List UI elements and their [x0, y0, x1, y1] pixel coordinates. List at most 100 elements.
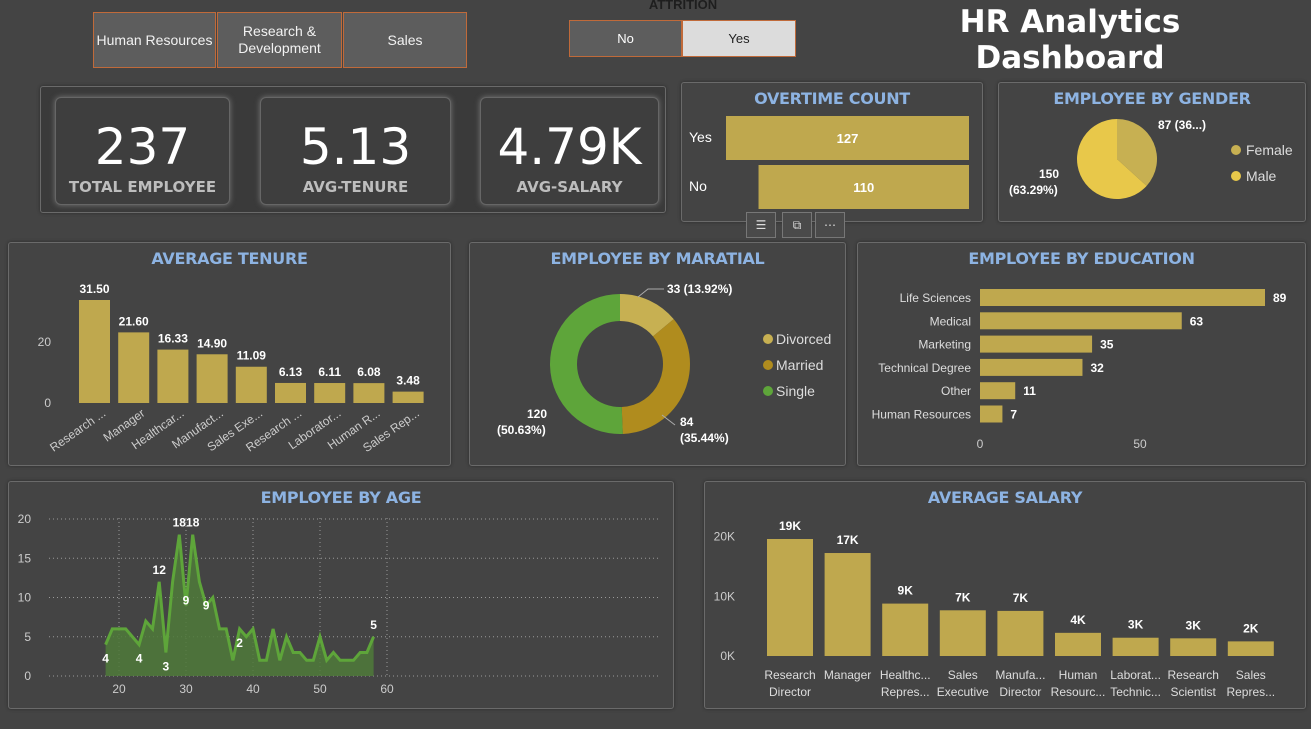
overtime-data-label: 127: [837, 131, 859, 146]
salary-data-label: 17K: [837, 533, 859, 547]
marital-slice-married[interactable]: [621, 319, 690, 434]
salary-bar[interactable]: [824, 553, 871, 656]
salary-category-label: Manufa...: [995, 668, 1045, 682]
tenure-bar[interactable]: [157, 349, 189, 403]
education-category-label: Medical: [930, 314, 971, 328]
filter-sales[interactable]: Sales: [343, 12, 467, 68]
tenure-bar[interactable]: [392, 391, 424, 403]
age-data-label: 4: [102, 652, 109, 666]
overtime-category-label: No: [689, 178, 707, 194]
education-category-label: Technical Degree: [878, 361, 971, 375]
tenure-title: AVERAGE TENURE: [151, 249, 308, 268]
tenure-bar[interactable]: [118, 332, 150, 403]
education-bar[interactable]: [980, 289, 1265, 306]
filter-icon[interactable]: ☰: [746, 212, 776, 238]
attrition-no-button[interactable]: No: [569, 20, 682, 57]
marital-legend-label[interactable]: Single: [776, 383, 815, 399]
salary-category-label: Technic...: [1110, 685, 1161, 699]
kpi-avg-tenure: 5.13 AVG-TENURE: [260, 97, 451, 205]
overtime-bar[interactable]: [726, 116, 969, 160]
filter-research-development[interactable]: Research & Development: [217, 12, 342, 68]
kpi-avg-salary-value: 4.79K: [497, 118, 642, 176]
age-data-label: 5: [370, 618, 377, 632]
marital-married-data-label: 84: [680, 415, 694, 429]
marital-legend-label[interactable]: Divorced: [776, 331, 831, 347]
salary-bar[interactable]: [882, 603, 929, 656]
attrition-yes-button[interactable]: Yes: [682, 20, 796, 57]
tenure-bar[interactable]: [314, 383, 346, 403]
filter-human-resources[interactable]: Human Resources: [93, 12, 216, 68]
education-category-label: Marketing: [918, 338, 971, 352]
salary-panel: AVERAGE SALARY 0K 10K 20K 19K Research Direct…: [704, 481, 1306, 709]
gender-legend-label[interactable]: Female: [1246, 142, 1293, 158]
education-bar[interactable]: [980, 358, 1083, 376]
gender-legend-label[interactable]: Male: [1246, 168, 1277, 184]
gender-chart: 87 (36...) 150 (63.29%) Female Male: [1009, 118, 1293, 199]
age-ytick: 0: [24, 669, 31, 683]
education-data-label: 63: [1190, 314, 1204, 328]
marital-divorced-data-label: 33 (13.92%): [667, 282, 732, 296]
tenure-bar[interactable]: [196, 354, 228, 403]
salary-category-label: Director: [769, 685, 811, 699]
salary-bar[interactable]: [1055, 632, 1101, 656]
tenure-bar[interactable]: [353, 383, 385, 403]
marital-legend-marker: [763, 334, 773, 344]
salary-bar[interactable]: [997, 610, 1044, 656]
education-data-label: 11: [1023, 384, 1036, 398]
salary-category-label: Executive: [937, 685, 989, 699]
education-bar[interactable]: [980, 405, 1003, 423]
more-options-icon[interactable]: ⋯: [815, 212, 845, 238]
marital-panel: EMPLOYEE BY MARATIAL 33 (13.92%) 84 (35.44…: [469, 242, 846, 466]
salary-category-label: Director: [999, 685, 1041, 699]
salary-bar[interactable]: [1227, 641, 1274, 656]
tenure-panel: AVERAGE TENURE 0 20 31.50 Research ... 21.60…: [8, 242, 451, 466]
education-category-label: Other: [941, 384, 971, 398]
salary-ytick: 20K: [714, 530, 735, 544]
kpi-total-employee: 237 TOTAL EMPLOYEE: [55, 97, 230, 205]
salary-data-label: 4K: [1070, 613, 1086, 627]
gender-male-data-label: 150: [1039, 167, 1059, 181]
salary-category-label: Scientist: [1171, 685, 1217, 699]
tenure-data-label: 6.11: [318, 365, 341, 379]
marital-legend-label[interactable]: Married: [776, 357, 823, 373]
education-bar[interactable]: [980, 312, 1182, 330]
marital-slice-divorced[interactable]: [620, 294, 674, 337]
overtime-chart: Yes 127 No 110: [689, 116, 969, 209]
education-xtick: 50: [1133, 437, 1147, 451]
marital-slice-single[interactable]: [550, 294, 623, 434]
age-data-label: 18: [173, 516, 187, 530]
salary-title: AVERAGE SALARY: [927, 488, 1083, 507]
overtime-bar[interactable]: [758, 165, 969, 209]
salary-category-label: Manager: [824, 668, 871, 682]
age-line[interactable]: [104, 534, 375, 664]
salary-bar[interactable]: [1112, 637, 1159, 656]
age-data-label: 12: [153, 563, 167, 577]
salary-bar[interactable]: [939, 610, 986, 656]
tenure-bar[interactable]: [275, 382, 306, 403]
education-category-label: Life Sciences: [900, 291, 971, 305]
age-data-label: 2: [236, 636, 243, 650]
education-panel: EMPLOYEE BY EDUCATION Life Sciences 89 Med…: [857, 242, 1306, 466]
marital-leader-line: [637, 288, 664, 298]
tenure-bar[interactable]: [235, 366, 267, 403]
tenure-data-label: 16.33: [158, 332, 188, 346]
dashboard-title: HR Analytics Dashboard: [959, 4, 1181, 76]
education-bar[interactable]: [980, 335, 1093, 353]
gender-legend-marker: [1231, 171, 1241, 181]
education-bar[interactable]: [980, 382, 1016, 400]
salary-chart: 0K 10K 20K 19K Research Director 17K Manager 9K H…: [714, 519, 1276, 699]
gender-male-data-label-pct: (63.29%): [1009, 183, 1058, 197]
gender-slice-female[interactable]: [1117, 119, 1157, 186]
salary-data-label: 7K: [955, 590, 971, 604]
overtime-category-label: Yes: [689, 129, 712, 145]
age-xtick: 60: [380, 682, 394, 696]
kpi-panel: 237 TOTAL EMPLOYEE 5.13 AVG-TENURE 4.79K…: [40, 86, 666, 213]
salary-bar[interactable]: [1170, 638, 1217, 656]
tenure-bar[interactable]: [79, 300, 110, 403]
focus-mode-icon[interactable]: ⧉: [782, 212, 812, 238]
gender-slice-male[interactable]: [1077, 119, 1147, 199]
gender-panel: EMPLOYEE BY GENDER 87 (36...) 150 (63.29%)…: [998, 82, 1306, 222]
salary-bar[interactable]: [767, 539, 813, 656]
salary-ytick: 10K: [714, 589, 735, 603]
marital-single-data-label: 120: [527, 407, 547, 421]
